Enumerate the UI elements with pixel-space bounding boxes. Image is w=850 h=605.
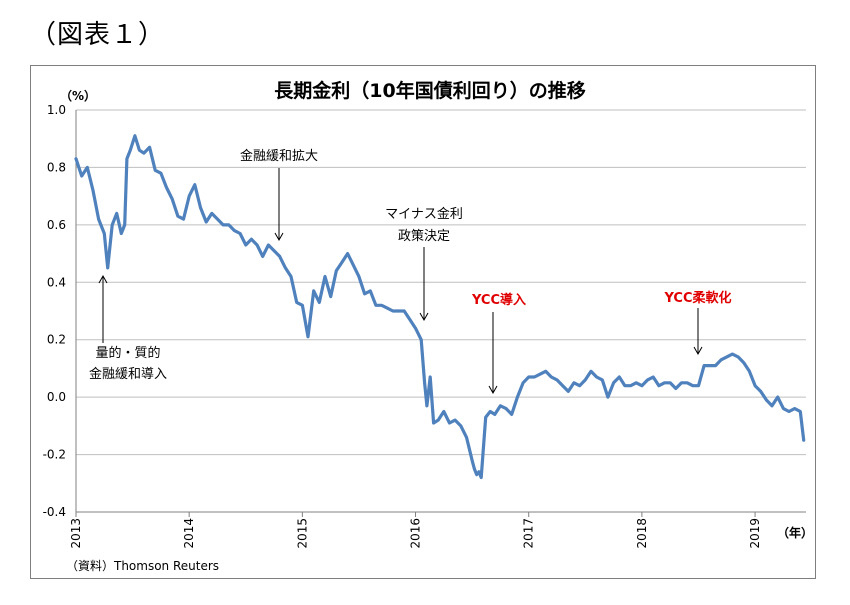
x-tick-label: 2013 [69,518,83,549]
annotation-label: 政策決定 [398,228,450,244]
series-line [74,134,806,480]
x-tick-label: 2017 [522,518,536,549]
annotation-label: YCC導入 [471,292,526,308]
y-tick-label: 0.0 [47,390,66,404]
chart-frame [30,65,816,579]
y-tick-label: 0.6 [47,218,66,232]
x-tick-label: 2018 [635,518,649,549]
y-tick-label: 0.4 [47,275,66,289]
annotation-arrowhead [98,274,108,284]
y-axis-unit: （%） [60,88,96,103]
y-tick-label: 0.8 [47,160,66,174]
y-tick-label: -0.2 [43,448,66,462]
y-tick-label: 1.0 [47,103,66,117]
chart-title: 長期金利（10年国債利回り）の推移 [274,79,585,102]
x-tick-label: 2019 [748,518,762,549]
annotation-label: マイナス金利 [385,206,463,222]
annotation-arrowhead [488,385,498,395]
figure-label: （図表１） [30,20,166,50]
annotation-arrowhead [693,346,703,356]
x-axis-unit: （年） [777,525,813,540]
x-tick-label: 2015 [295,518,309,549]
y-tick-label: -0.4 [43,505,66,519]
series-layer [74,134,806,480]
x-tick-label: 2016 [409,518,423,549]
source-note: （資料）Thomson Reuters [66,559,219,573]
annotation-label: 金融緩和導入 [89,366,167,382]
y-tick-label: 0.2 [47,333,66,347]
annotation-arrowhead [274,232,284,242]
x-tick-label: 2014 [182,518,196,549]
grid-layer [76,109,806,513]
annotation-arrowhead [419,312,429,322]
annotation-label: 金融緩和拡大 [240,148,318,164]
annotation-label: YCC柔軟化 [663,290,731,306]
annotation-label: 量的・質的 [95,345,160,361]
